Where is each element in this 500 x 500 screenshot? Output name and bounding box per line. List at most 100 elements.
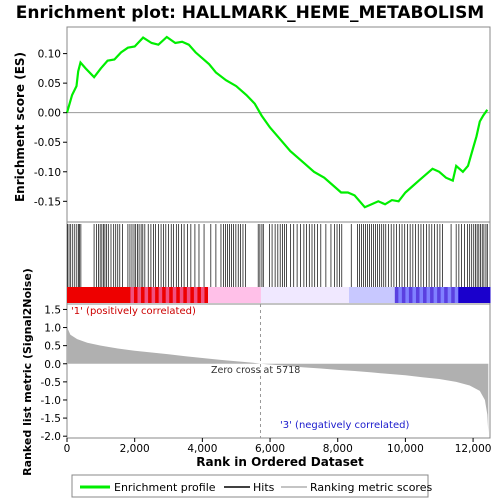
es-panel-frame [66, 26, 491, 223]
heatbar-segment [292, 287, 297, 303]
x-tick-label: 2,000 [120, 443, 150, 455]
heatbar-segment [70, 287, 75, 303]
positive-correlation-label: '1' (positively correlated) [71, 306, 196, 317]
heatbar-segment [236, 287, 241, 303]
heatbar-segment [271, 287, 276, 303]
es-y-tick-label: -0.05 [34, 137, 61, 149]
es-y-tick-label: 0.05 [38, 78, 61, 90]
heatbar-segment [218, 287, 223, 303]
legend-box [71, 474, 429, 498]
x-tick-label: 4,000 [187, 443, 217, 455]
heatbar-segment [419, 287, 424, 303]
heatbar-segment [211, 287, 216, 303]
heatbar-segment [433, 287, 438, 303]
heatbar-segment [84, 287, 89, 303]
heatbar-segment [405, 287, 410, 303]
heatbar-segment [472, 287, 477, 303]
heatbar-segment [320, 287, 325, 303]
heatbar-segment [158, 287, 163, 303]
heatbar-segment [109, 287, 114, 303]
heatbar-segment [130, 287, 135, 303]
x-axis-label: Rank in Ordered Dataset [196, 455, 364, 469]
heatbar-segment [440, 287, 445, 303]
metric-panel [67, 304, 489, 438]
heatbar-segment [303, 287, 308, 303]
heatbar-segment [401, 287, 406, 303]
heatbar-segment [299, 287, 304, 303]
heatbar-segment [169, 287, 174, 303]
heatbar-segment [126, 287, 131, 303]
heatbar-segment [176, 287, 181, 303]
ranking-heatbar [67, 287, 491, 303]
heatbar-segment [200, 287, 205, 303]
heatbar-segment [123, 287, 128, 303]
heatbar-segment [165, 287, 170, 303]
heatbar-segment [232, 287, 237, 303]
heatbar-segment [437, 287, 442, 303]
heatbar-segment [285, 287, 290, 303]
heatbar-segment [359, 287, 364, 303]
heatbar-segment [98, 287, 103, 303]
heatbar-segment [102, 287, 107, 303]
metric-y-tick-label: 1.0 [44, 323, 61, 335]
heatbar-segment [338, 287, 343, 303]
heatbar-segment [172, 287, 177, 303]
heatbar-segment [257, 287, 262, 303]
heatbar-segment [327, 287, 332, 303]
heatbar-segment [296, 287, 301, 303]
heatbar-segment [352, 287, 357, 303]
legend: Enrichment profile Hits Ranking metric s… [71, 474, 432, 498]
heatbar-segment [204, 287, 209, 303]
heatbar-segment [250, 287, 255, 303]
heatbar-segment [119, 287, 124, 303]
heatbar-segment [461, 287, 466, 303]
es-y-tick-label: -0.15 [34, 196, 61, 208]
heatbar-segment [253, 287, 258, 303]
heatbar-segment [88, 287, 93, 303]
heatbar-segment [81, 287, 86, 303]
metric-y-tick-label: -1.0 [41, 395, 62, 407]
heatbar-segment [246, 287, 251, 303]
heatbar-segment [384, 287, 389, 303]
heatbar-segment [398, 287, 403, 303]
heatbar-segment [391, 287, 396, 303]
heatbar-segment [468, 287, 473, 303]
heatbar-segment [133, 287, 138, 303]
zero-cross-label: Zero cross at 5718 [211, 365, 300, 376]
heatbar-segment [408, 287, 413, 303]
chart-title: Enrichment plot: HALLMARK_HEME_METABOLIS… [16, 3, 484, 23]
heatbar-segment [363, 287, 368, 303]
heatbar-segment [141, 287, 146, 303]
axes: 0.10 0.05 0.00 -0.05 -0.10 -0.15 1.5 1.0 0.5 0.0 -… [34, 49, 492, 455]
heatbar-segment [377, 287, 382, 303]
heatbar-segment [186, 287, 191, 303]
es-y-axis-label: Enrichment score (ES) [13, 52, 27, 202]
heatbar-segment [370, 287, 375, 303]
metric-y-tick-label: 1.5 [44, 304, 61, 316]
metric-y-tick-label: 0.5 [44, 341, 61, 353]
heatbar-segment [162, 287, 167, 303]
heatbar-segment [137, 287, 142, 303]
x-tick-label: 12,000 [455, 443, 492, 455]
x-tick-label: 0 [64, 443, 71, 455]
heatbar-segment [193, 287, 198, 303]
heatbar-segment [341, 287, 346, 303]
metric-y-tick-label: 0.0 [44, 359, 61, 371]
heatbar-segment [243, 287, 248, 303]
heatbar-segment [190, 287, 195, 303]
heatbar-segment [380, 287, 385, 303]
heatbar-segment [430, 287, 435, 303]
heatbar-segment [306, 287, 311, 303]
heatbar-segment [475, 287, 480, 303]
heatbar-segment [116, 287, 121, 303]
heatbar-segment [74, 287, 79, 303]
heatbar-segment [278, 287, 283, 303]
x-tick-label: 10,000 [387, 443, 424, 455]
heatbar-segment [144, 287, 149, 303]
heatbar-segment [215, 287, 220, 303]
metric-y-tick-label: -1.5 [41, 413, 62, 425]
heatbar-segment [426, 287, 431, 303]
negative-correlation-label: '3' (negatively correlated) [280, 420, 409, 431]
heatbar-segment [387, 287, 392, 303]
